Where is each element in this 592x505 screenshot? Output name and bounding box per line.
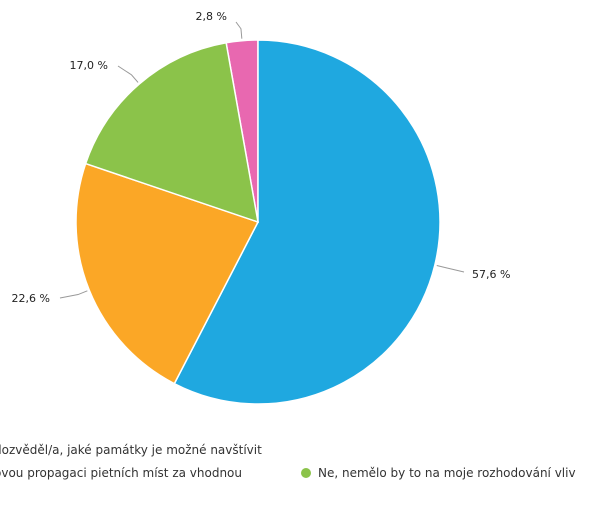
leader-line xyxy=(59,290,88,299)
slice-labels: 2,8 % 57,6 % 22,6 % 17,0 % xyxy=(12,10,511,305)
leader-lines xyxy=(59,21,465,299)
legend-item-label: ovou propagaci pietních míst za vhodnou xyxy=(0,466,242,480)
pie-slice xyxy=(75,162,260,385)
legend-marker xyxy=(301,468,311,478)
slice-label: 57,6 % xyxy=(472,268,510,281)
pie-slices xyxy=(75,39,441,405)
pie-slice xyxy=(84,41,259,224)
slice-label: 17,0 % xyxy=(70,59,108,72)
legend-item-label: dozvěděl/a, jaké památky je možné navští… xyxy=(0,443,262,457)
slice-label: 2,8 % xyxy=(196,10,227,23)
pie-slice xyxy=(173,39,441,405)
leader-line xyxy=(117,65,139,83)
slice-label: 22,6 % xyxy=(12,292,50,305)
legend-item-label: Ne, nemělo by to na moje rozhodování vli… xyxy=(318,466,576,480)
leader-line xyxy=(235,21,243,39)
leader-line xyxy=(436,265,465,273)
legend: dozvěděl/a, jaké památky je možné navští… xyxy=(0,443,576,480)
